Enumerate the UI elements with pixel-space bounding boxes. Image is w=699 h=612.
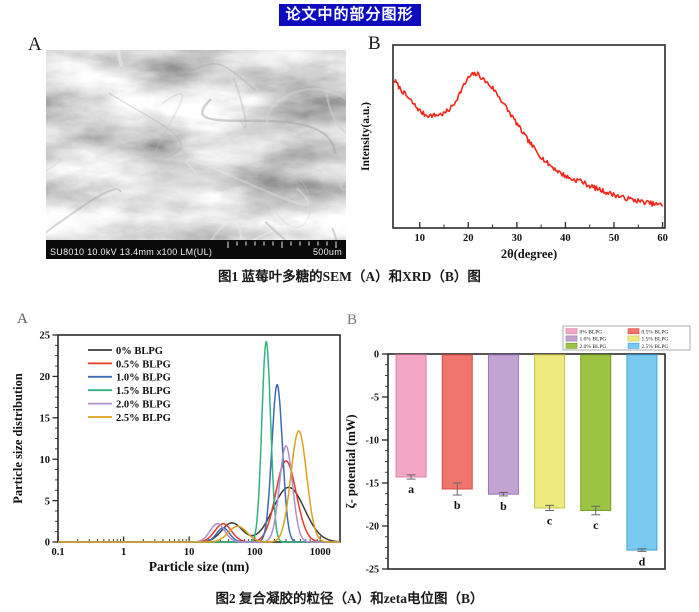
axis-text: 1.5% BLPG — [116, 386, 171, 397]
axis-text: 10 — [40, 455, 51, 466]
sem-scale-ruler — [227, 241, 337, 248]
figure1-panel-a-label: A — [28, 34, 42, 55]
particle-series-curve — [57, 340, 340, 543]
axis-text: 30 — [512, 233, 523, 244]
sem-fiber — [153, 92, 184, 163]
sem-fiber — [46, 188, 122, 234]
axis-text: Particle size (nm) — [149, 559, 249, 574]
figure1-caption: 图1 蓝莓叶多糖的SEM（A）和XRD（B）图 — [218, 269, 481, 284]
axis-text: 0 — [374, 350, 379, 361]
zeta-legend: 0% BLPG 0.5% BLPG 1.0% BLPG 1.5% BLPG 2.0% B… — [562, 325, 691, 351]
axis-text: ζ- potential (mW) — [344, 414, 358, 508]
sem-fiber — [232, 77, 247, 129]
axis-text: 5 — [45, 496, 50, 507]
significance-letter: b — [454, 498, 461, 512]
sem-fiber — [228, 223, 313, 259]
axis-text: 2.0% BLPG — [580, 344, 607, 350]
axis-text: 2θ(degree) — [501, 247, 557, 261]
legend-swatch — [627, 328, 640, 335]
axis-text: 0.1 — [51, 547, 64, 558]
axis-text: 0.5% BLPG — [116, 359, 171, 370]
sem-info-bar — [46, 240, 346, 259]
axis-text: 1 — [121, 547, 126, 558]
sem-fiber — [201, 98, 337, 154]
axis-text: 20 — [40, 372, 51, 383]
axis-text: 10 — [184, 547, 195, 558]
zeta-plot-frame — [387, 353, 666, 570]
legend-swatch — [565, 335, 578, 342]
sem-scale-text: 500um — [313, 247, 342, 257]
axis-text: -20 — [366, 522, 379, 533]
zeta-bar — [395, 354, 427, 478]
axis-text: 100 — [247, 547, 263, 558]
significance-letter: a — [408, 482, 414, 496]
axis-text: -10 — [366, 436, 379, 447]
zeta-bar — [441, 354, 473, 490]
xrd-plot-frame — [392, 44, 666, 229]
axis-text: 0 — [45, 538, 50, 549]
axis-text: 2.0% BLPG — [116, 400, 171, 411]
sem-fiber — [108, 92, 182, 159]
axis-text: -25 — [366, 565, 379, 576]
figure2-caption: 图2 复合凝胶的粒径（A）和zeta电位图（B） — [215, 591, 484, 606]
zeta-bar — [534, 354, 566, 509]
particle-series-curve — [57, 460, 340, 543]
figure2-panel-b-label: B — [347, 312, 358, 328]
particle-plot-frame — [57, 334, 341, 543]
axis-text: 15 — [40, 414, 51, 425]
xrd-curve — [393, 71, 664, 207]
sem-fiber — [265, 178, 311, 228]
significance-letter: c — [547, 514, 553, 528]
axis-text: -15 — [366, 479, 379, 490]
sem-fiber — [46, 158, 62, 172]
figure2-panel-a-label: A — [17, 311, 28, 327]
sem-fiber — [265, 87, 346, 134]
xrd-chart: 10 20 30 40 50 60 2θ(degree) Intensity(a.u.) — [360, 44, 668, 261]
axis-text: 0% BLPG — [580, 329, 603, 335]
figure1-panel-b-label: B — [368, 33, 381, 54]
sem-fiber — [325, 94, 346, 134]
axis-text: 0.5% BLPG — [642, 329, 669, 335]
particle-series-curve — [57, 430, 340, 543]
significance-letter: d — [639, 554, 646, 568]
sem-fiber — [179, 63, 257, 91]
legend-swatch — [565, 342, 578, 349]
axis-text: 1.0% BLPG — [116, 373, 171, 384]
sem-fiber — [185, 158, 310, 206]
axis-text: -5 — [371, 393, 379, 404]
zeta-bar — [626, 354, 658, 551]
axis-text: 25 — [40, 331, 51, 342]
legend-swatch — [627, 342, 640, 349]
legend-swatch — [565, 328, 578, 335]
sem-fiber — [338, 183, 346, 192]
axis-text: 60 — [657, 233, 668, 244]
sem-info-text: SU8010 10.0kV 13.4mm x100 LM(UL) — [50, 247, 212, 257]
axis-text: Intensity(a.u.) — [360, 102, 372, 171]
axis-text: 0% BLPG — [116, 346, 163, 357]
zeta-bar — [580, 354, 612, 512]
axis-text: 20 — [463, 233, 474, 244]
significance-letter: b — [500, 499, 507, 513]
axis-text: 1000 — [310, 547, 331, 558]
axis-text: 1.0% BLPG — [580, 337, 607, 343]
axis-text: 10 — [414, 233, 425, 244]
axis-text: 1.5% BLPG — [642, 337, 669, 343]
axis-text: 50 — [609, 233, 620, 244]
legend-box — [562, 325, 691, 351]
zeta-bar — [487, 354, 519, 495]
particle-size-chart: 0.1 1 10 100 1000 0 5 10 15 20 25 Particle size (nm… — [11, 331, 341, 574]
axis-text: 2.5% BLPG — [116, 413, 171, 424]
legend-swatch — [627, 335, 640, 342]
particle-legend: 0% BLPG 0.5% BLPG 1.0% BLPG 1.5% BLPG 2.0% B… — [88, 346, 171, 424]
sem-image: SU8010 10.0kV 13.4mm x100 LM(UL) 500um — [46, 50, 346, 259]
zeta-potential-chart: 0 -5 -10 -15 -20 -25 ζ- potential (mW) a b b c c d 0%… — [344, 325, 691, 576]
axis-text: 2.5% BLPG — [642, 344, 669, 350]
sem-noise-texture — [46, 50, 346, 240]
significance-letter: c — [593, 518, 599, 532]
page-title: 论文中的部分图形 — [278, 4, 421, 26]
axis-text: 40 — [560, 233, 571, 244]
axis-text: Particle size distribution — [11, 373, 25, 504]
